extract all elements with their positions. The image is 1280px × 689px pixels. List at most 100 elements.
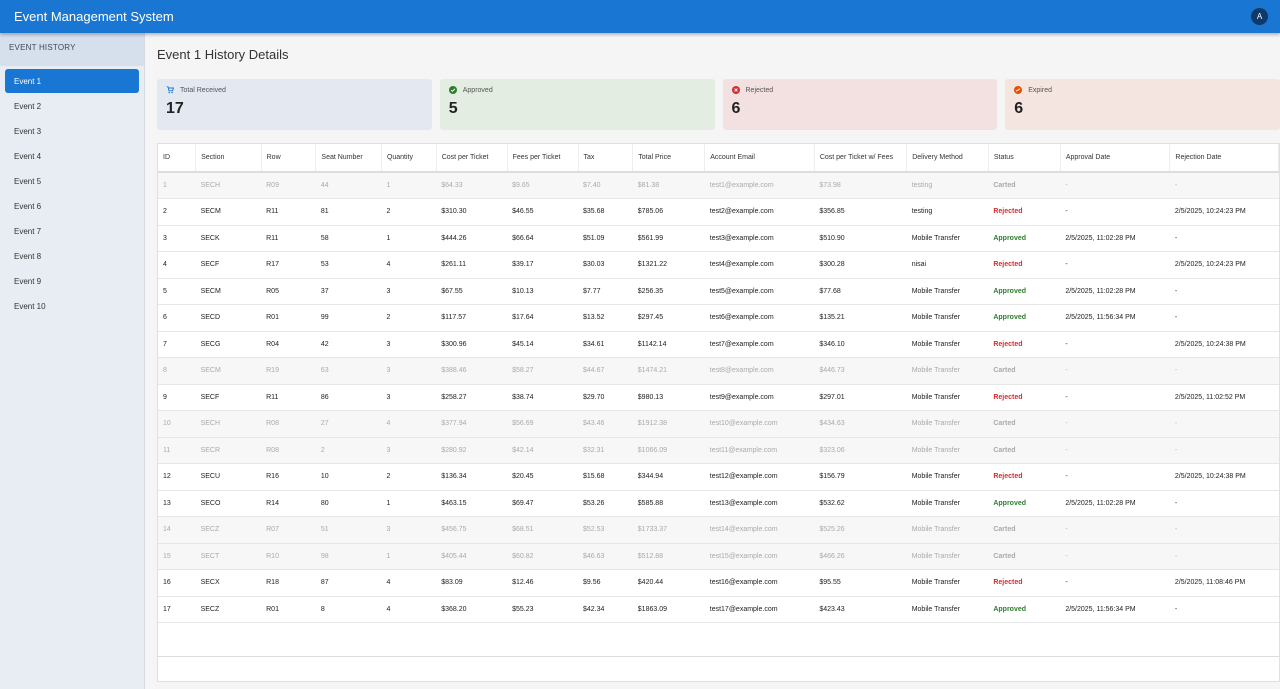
cell-account-email: test4@example.com xyxy=(704,251,815,279)
cell-seat-number: 8 xyxy=(315,596,382,623)
cell-status: Carted xyxy=(988,357,1061,385)
cell-id: 3 xyxy=(158,225,196,252)
cell-seat-number: 10 xyxy=(315,463,382,491)
cell-rejection-date: 2/5/2025, 10:24:38 PM xyxy=(1169,463,1279,491)
cell-rejection-date: - xyxy=(1169,304,1279,332)
table-row[interactable]: 15 SECT R10 98 1 $405.44 $60.82 $46.63 $512.88 te… xyxy=(158,543,1279,570)
cell-seat-number: 81 xyxy=(315,198,382,226)
sidebar-item-event-10[interactable]: Event 10 xyxy=(14,302,46,311)
column-header-tax[interactable]: Tax xyxy=(578,144,634,173)
column-header-seat-number[interactable]: Seat Number xyxy=(315,144,382,173)
cell-status: Approved xyxy=(988,278,1061,305)
cell-quantity: 3 xyxy=(381,384,437,411)
sidebar-item-event-1[interactable]: Event 1 xyxy=(5,69,139,93)
cell-cost-per-ticket: $64.33 xyxy=(436,172,508,199)
sidebar-item-event-3[interactable]: Event 3 xyxy=(14,127,42,136)
cell-id: 13 xyxy=(158,490,196,517)
cell-id: 5 xyxy=(158,278,196,305)
table-row[interactable]: 11 SECR R08 2 3 $280.92 $42.14 $32.31 $1066.09 te… xyxy=(158,437,1279,464)
cell-row: R01 xyxy=(261,304,316,332)
cell-row: R05 xyxy=(261,278,316,305)
table-footer-divider xyxy=(158,656,1279,657)
cell-row: R11 xyxy=(261,198,316,226)
cell-cost-per-ticket-w-fees: $135.21 xyxy=(814,304,907,332)
cell-quantity: 3 xyxy=(381,437,437,464)
cell-status: Approved xyxy=(988,304,1061,332)
cell-fees-per-ticket: $12.46 xyxy=(507,569,578,597)
cell-section: SECG xyxy=(195,331,262,358)
column-header-id[interactable]: ID xyxy=(158,144,197,173)
cell-fees-per-ticket: $38.74 xyxy=(507,384,578,411)
cell-section: SECF xyxy=(195,251,262,279)
column-header-status[interactable]: Status xyxy=(988,144,1061,173)
table-row[interactable]: 14 SECZ R07 51 3 $456.75 $68.51 $52.53 $1733.37 t… xyxy=(158,516,1279,544)
column-header-section[interactable]: Section xyxy=(195,144,262,173)
cell-id: 1 xyxy=(158,172,196,199)
column-header-approval-date[interactable]: Approval Date xyxy=(1060,144,1171,173)
sidebar-item-event-7[interactable]: Event 7 xyxy=(14,227,42,236)
column-header-cost-per-ticket-w-fees[interactable]: Cost per Ticket w/ Fees xyxy=(814,144,908,173)
column-header-account-email[interactable]: Account Email xyxy=(704,144,815,173)
cell-quantity: 1 xyxy=(381,490,437,517)
sidebar-item-event-9[interactable]: Event 9 xyxy=(14,277,42,286)
cell-id: 16 xyxy=(158,569,196,597)
cell-seat-number: 98 xyxy=(315,543,382,570)
table-row[interactable]: 4 SECF R17 53 4 $261.11 $39.17 $30.03 $1321.22 te… xyxy=(158,251,1279,279)
table-row[interactable]: 5 SECM R05 37 3 $67.55 $10.13 $7.77 $256.35 test5… xyxy=(158,278,1279,305)
cell-cost-per-ticket-w-fees: $73.98 xyxy=(814,172,907,199)
cell-delivery-method: Mobile Transfer xyxy=(906,331,989,358)
table-row[interactable]: 16 SECX R18 87 4 $83.09 $12.46 $9.56 $420.44 test… xyxy=(158,569,1279,597)
cell-quantity: 3 xyxy=(381,516,437,544)
cell-approval-date: - xyxy=(1060,463,1170,491)
summary-card-total-received: Total Received 17 xyxy=(157,79,432,130)
column-header-cost-per-ticket[interactable]: Cost per Ticket xyxy=(436,144,508,173)
avatar[interactable]: A xyxy=(1251,8,1268,25)
cell-rejection-date: - xyxy=(1169,172,1279,199)
cell-fees-per-ticket: $17.64 xyxy=(507,304,578,332)
table-row[interactable]: 7 SECG R04 42 3 $300.96 $45.14 $34.61 $1142.14 te… xyxy=(158,331,1279,358)
cell-status: Approved xyxy=(988,225,1061,252)
cell-quantity: 4 xyxy=(381,251,437,279)
cell-tax: $7.40 xyxy=(578,172,633,199)
cell-cost-per-ticket: $388.46 xyxy=(436,357,508,385)
table-row[interactable]: 8 SECM R19 63 3 $388.46 $58.27 $44.67 $1474.21 te… xyxy=(158,357,1279,385)
column-header-delivery-method[interactable]: Delivery Method xyxy=(906,144,989,173)
cell-total-price: $1474.21 xyxy=(632,357,705,385)
cell-approval-date: - xyxy=(1060,516,1170,544)
column-header-fees-per-ticket[interactable]: Fees per Ticket xyxy=(507,144,579,173)
table-row[interactable]: 2 SECM R11 81 2 $310.30 $46.55 $35.68 $785.06 tes… xyxy=(158,198,1279,226)
cell-section: SECH xyxy=(195,410,262,438)
cell-seat-number: 44 xyxy=(315,172,382,199)
sidebar-item-event-4[interactable]: Event 4 xyxy=(14,152,42,161)
sidebar-item-event-6[interactable]: Event 6 xyxy=(14,202,42,211)
column-header-total-price[interactable]: Total Price xyxy=(632,144,706,173)
table-row[interactable]: 17 SECZ R01 8 4 $368.20 $55.23 $42.34 $1863.09 te… xyxy=(158,596,1279,623)
cell-id: 9 xyxy=(158,384,196,411)
column-header-quantity[interactable]: Quantity xyxy=(381,144,437,173)
sidebar-item-event-8[interactable]: Event 8 xyxy=(14,252,42,261)
cell-account-email: test16@example.com xyxy=(704,569,815,597)
cell-status: Carted xyxy=(988,516,1061,544)
sidebar-item-event-2[interactable]: Event 2 xyxy=(14,102,42,111)
cell-approval-date: - xyxy=(1060,331,1170,358)
column-header-rejection-date[interactable]: Rejection Date xyxy=(1169,144,1279,173)
cell-status: Rejected xyxy=(988,463,1061,491)
table-row[interactable]: 12 SECU R16 10 2 $136.34 $20.45 $15.68 $344.94 te… xyxy=(158,463,1279,491)
cell-cost-per-ticket: $368.20 xyxy=(436,596,508,623)
table-row[interactable]: 6 SECD R01 99 2 $117.57 $17.64 $13.52 $297.45 tes… xyxy=(158,304,1279,332)
cell-quantity: 2 xyxy=(381,463,437,491)
cell-fees-per-ticket: $55.23 xyxy=(507,596,578,623)
cell-cost-per-ticket-w-fees: $77.68 xyxy=(814,278,907,305)
cell-account-email: test12@example.com xyxy=(704,463,815,491)
table-row[interactable]: 10 SECH R08 27 4 $377.94 $56.69 $43.46 $1912.38 t… xyxy=(158,410,1279,438)
table-row[interactable]: 3 SECK R11 58 1 $444.26 $66.64 $51.09 $561.99 tes… xyxy=(158,225,1279,252)
table-row[interactable]: 1 SECH R09 44 1 $64.33 $9.65 $7.40 $81.38 test1@e… xyxy=(158,172,1279,199)
cell-seat-number: 51 xyxy=(315,516,382,544)
column-header-row[interactable]: Row xyxy=(261,144,317,173)
table-row[interactable]: 9 SECF R11 86 3 $258.27 $38.74 $29.70 $980.13 tes… xyxy=(158,384,1279,411)
sidebar-item-event-5[interactable]: Event 5 xyxy=(14,177,42,186)
cell-cost-per-ticket: $444.26 xyxy=(436,225,508,252)
cell-delivery-method: Mobile Transfer xyxy=(906,437,989,464)
cell-cost-per-ticket-w-fees: $446.73 xyxy=(814,357,907,385)
table-row[interactable]: 13 SECO R14 80 1 $463.15 $69.47 $53.26 $585.88 te… xyxy=(158,490,1279,517)
